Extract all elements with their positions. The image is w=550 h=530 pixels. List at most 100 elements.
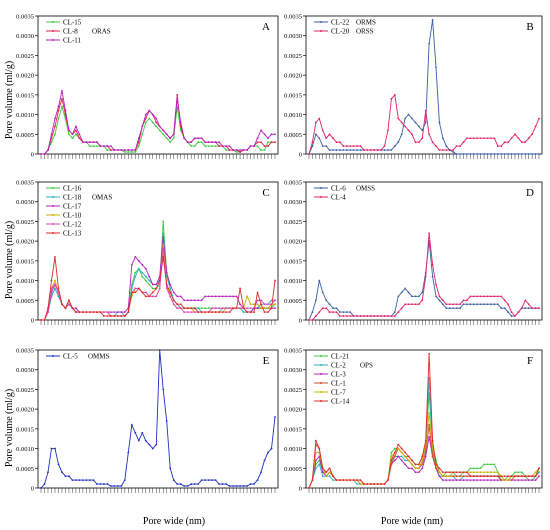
- data-point: [207, 295, 210, 298]
- data-point: [421, 299, 424, 302]
- plot-frame: [37, 349, 279, 489]
- data-point: [448, 149, 451, 151]
- panel-letter: E: [263, 355, 270, 367]
- data-point: [151, 283, 154, 286]
- data-point: [249, 307, 252, 310]
- data-point: [158, 129, 161, 132]
- data-point: [267, 307, 269, 310]
- data-point: [239, 151, 241, 153]
- data-point: [338, 149, 341, 151]
- data-point: [165, 283, 168, 286]
- data-point: [274, 416, 276, 418]
- data-point: [507, 153, 510, 155]
- data-point: [214, 307, 217, 310]
- data-point: [113, 485, 116, 487]
- data-point: [520, 479, 523, 482]
- data-point: [531, 133, 534, 136]
- data-point: [61, 90, 63, 92]
- data-point: [387, 149, 389, 151]
- series-line-cl-11: [41, 90, 275, 155]
- data-point: [246, 149, 248, 151]
- data-point: [116, 311, 119, 314]
- data-point: [527, 475, 530, 478]
- data-point: [500, 295, 503, 298]
- data-point: [486, 463, 489, 466]
- data-point: [466, 471, 468, 474]
- data-point: [469, 475, 472, 478]
- data-point: [225, 145, 228, 148]
- data-point: [162, 248, 165, 250]
- data-point: [155, 125, 158, 128]
- data-point: [151, 121, 154, 124]
- data-point: [356, 145, 358, 148]
- data-point: [256, 303, 259, 306]
- data-point: [417, 295, 420, 298]
- y-tick-label: 0.0025: [284, 387, 302, 394]
- data-point: [376, 315, 379, 317]
- data-point: [380, 483, 382, 485]
- data-point: [61, 471, 63, 474]
- data-point: [193, 307, 196, 310]
- data-point: [400, 459, 403, 462]
- data-point: [263, 145, 266, 148]
- data-point: [393, 145, 396, 148]
- data-point: [486, 479, 489, 482]
- data-point: [390, 455, 393, 458]
- data-point: [113, 311, 116, 314]
- data-point: [221, 483, 224, 485]
- data-point: [428, 133, 431, 136]
- data-point: [452, 307, 455, 310]
- data-point: [335, 149, 338, 151]
- data-point: [417, 471, 420, 474]
- data-point: [421, 137, 424, 140]
- data-point: [134, 149, 137, 151]
- data-point: [349, 145, 352, 148]
- data-point: [144, 295, 147, 298]
- data-point: [417, 303, 420, 306]
- data-point: [61, 303, 63, 306]
- data-point: [534, 307, 537, 310]
- data-point: [137, 259, 140, 262]
- data-point: [448, 475, 451, 478]
- data-point: [335, 307, 338, 310]
- legend-marker: [320, 187, 322, 189]
- data-point: [431, 275, 434, 278]
- data-point: [144, 113, 147, 116]
- data-point: [479, 295, 482, 298]
- data-point: [274, 303, 276, 306]
- data-point: [82, 311, 84, 314]
- data-point: [407, 455, 410, 458]
- data-point: [141, 291, 144, 294]
- data-point: [40, 487, 42, 489]
- data-point: [524, 479, 527, 482]
- data-point: [155, 121, 158, 124]
- data-point: [260, 149, 262, 151]
- data-point: [165, 271, 168, 274]
- legend-label: CL-15: [63, 19, 82, 27]
- data-point: [441, 137, 444, 140]
- data-point: [466, 299, 468, 302]
- x-ticks: [308, 320, 540, 325]
- data-point: [452, 149, 455, 151]
- y-tick-label: 0.0015: [284, 92, 302, 99]
- data-point: [225, 149, 228, 151]
- data-point: [493, 137, 496, 140]
- data-point: [352, 315, 355, 317]
- data-point: [407, 459, 410, 462]
- data-point: [99, 483, 102, 485]
- data-point: [483, 295, 485, 298]
- data-point: [479, 467, 482, 470]
- y-tick-label: 0: [299, 486, 302, 493]
- data-point: [314, 439, 317, 442]
- data-point: [68, 129, 70, 132]
- data-point: [328, 149, 331, 151]
- data-point: [43, 319, 46, 321]
- data-point: [407, 467, 410, 470]
- data-point: [466, 153, 468, 155]
- data-point: [141, 133, 144, 136]
- group-label: OPS: [360, 362, 373, 370]
- data-point: [78, 133, 81, 136]
- data-point: [472, 295, 475, 298]
- data-point: [479, 153, 482, 155]
